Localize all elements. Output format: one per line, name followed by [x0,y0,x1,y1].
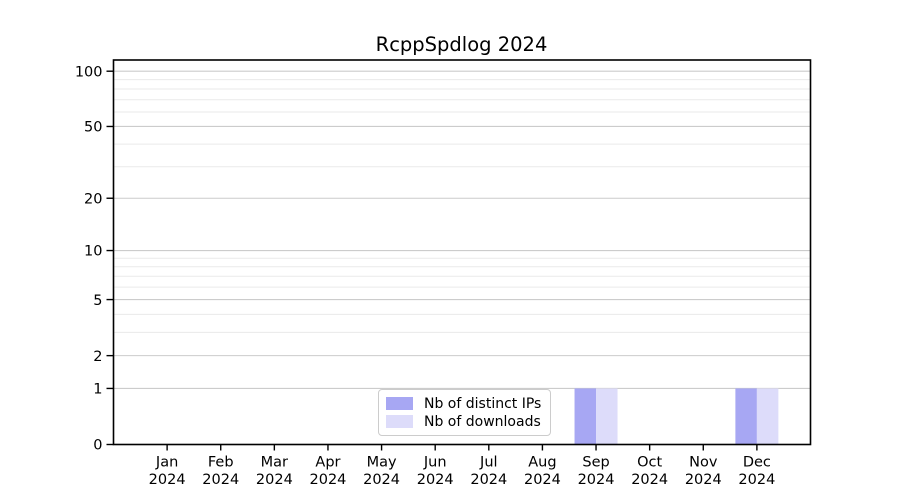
legend-item-distinct-ips: Nb of distinct IPs [386,396,541,411]
y-tick-label: 2 [93,349,102,365]
x-tick-label-jan: Jan 2024 [149,455,186,489]
legend-label-downloads: Nb of downloads [424,414,541,430]
y-tick-label: 10 [84,244,102,260]
y-tick-label: 1 [93,382,102,398]
x-tick-label-feb: Feb 2024 [202,455,239,489]
legend: Nb of distinct IPs Nb of downloads [378,389,551,436]
legend-swatch-downloads [386,415,413,428]
y-tick-label: 100 [75,64,103,80]
x-tick-label-nov: Nov 2024 [685,455,722,489]
legend-label-distinct-ips: Nb of distinct IPs [424,396,542,412]
x-tick-label-dec: Dec 2024 [738,455,775,489]
x-tick-label-jun: Jun 2024 [417,455,454,489]
x-tick-label-mar: Mar 2024 [256,455,293,489]
bar-downloads-dec [756,388,779,445]
y-tick-label: 5 [93,293,102,309]
chart-title: RcppSpdlog 2024 [375,33,548,56]
axes-spines [112,59,812,446]
x-tick-label-jul: Jul 2024 [470,455,507,489]
legend-swatch-distinct-ips [386,397,413,410]
x-tick-label-may: May 2024 [363,455,400,489]
x-tick-label-aug: Aug 2024 [524,455,561,489]
bar-distinct-ips-dec [735,388,757,445]
y-tick-label: 20 [84,191,102,207]
x-tick-label-sep: Sep 2024 [578,455,615,489]
y-tick-label: 0 [93,438,102,454]
legend-item-downloads: Nb of downloads [386,414,541,429]
bar-downloads-sep [596,388,618,445]
y-tick-label: 50 [84,120,102,136]
bar-distinct-ips-sep [574,388,597,445]
x-tick-label-apr: Apr 2024 [310,455,347,489]
x-tick-label-oct: Oct 2024 [631,455,668,489]
